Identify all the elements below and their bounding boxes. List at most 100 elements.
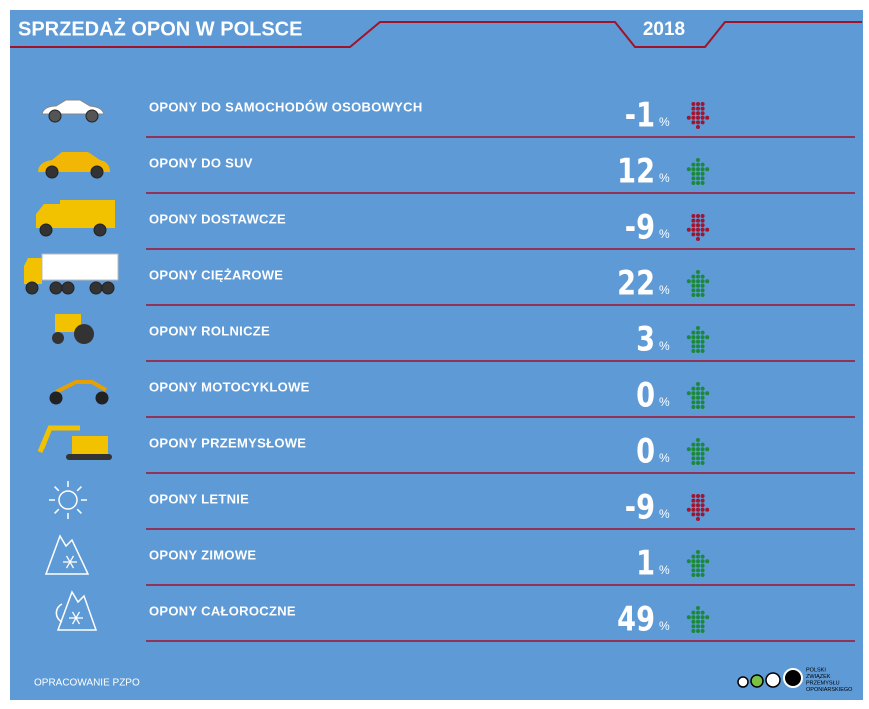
arrow-dot xyxy=(696,102,700,106)
trend-arrow xyxy=(686,102,710,129)
arrow-dot xyxy=(691,498,696,503)
arrow-dot xyxy=(696,400,700,405)
arrow-dot xyxy=(696,559,700,564)
icon xyxy=(55,380,107,394)
arrow-dot xyxy=(700,405,705,409)
arrow-dot xyxy=(696,606,700,610)
arrow-dot xyxy=(696,125,700,129)
arrow-dot xyxy=(700,624,705,629)
arrow-dot xyxy=(696,111,700,116)
arrow-dot xyxy=(691,554,696,559)
arrow-dot xyxy=(700,507,705,512)
arrow-dot xyxy=(700,171,705,176)
arrow-dot xyxy=(691,615,696,620)
arrow-dot xyxy=(696,274,700,279)
row-unit: % xyxy=(659,171,670,185)
arrow-dot xyxy=(691,274,696,279)
arrow-dot xyxy=(696,629,700,633)
arrow-dot xyxy=(700,563,705,568)
arrow-dot xyxy=(691,456,696,461)
arrow-dot xyxy=(691,563,696,568)
icon xyxy=(60,200,115,228)
arrow-dot xyxy=(686,167,691,172)
arrow-dot xyxy=(700,573,705,577)
arrow-dot xyxy=(696,507,700,512)
arrow-dot xyxy=(700,279,705,284)
row-unit: % xyxy=(659,339,670,353)
arrow-dot xyxy=(700,162,705,167)
row-value: 0 xyxy=(636,431,655,471)
arrow-dot xyxy=(700,115,705,120)
icon xyxy=(36,204,60,228)
arrow-dot xyxy=(696,405,700,409)
icon xyxy=(71,611,81,625)
trend-arrow xyxy=(686,158,710,185)
arrow-dot xyxy=(700,391,705,396)
arrow-dot xyxy=(686,615,691,620)
row-value: 3 xyxy=(636,319,655,359)
arrow-dot xyxy=(686,391,691,396)
arrow-dot xyxy=(705,447,710,452)
arrow-dot xyxy=(696,550,700,554)
row-unit: % xyxy=(659,507,670,521)
arrow-dot xyxy=(696,554,700,559)
arrow-dot xyxy=(700,232,705,237)
arrow-dot xyxy=(700,461,705,465)
arrow-dot xyxy=(691,461,696,465)
arrow-dot xyxy=(705,167,710,172)
arrow-dot xyxy=(696,167,700,172)
row: OPONY DO SAMOCHODÓW OSOBOWYCH -1% xyxy=(41,95,855,138)
trend-arrow xyxy=(686,606,710,633)
arrow-dot xyxy=(700,559,705,564)
wheel xyxy=(49,281,63,295)
arrow-dot xyxy=(696,447,700,452)
arrow-dot xyxy=(696,237,700,241)
arrow-dot xyxy=(700,498,705,503)
row: OPONY PRZEMYSŁOWE 0% xyxy=(37,425,855,474)
arrow-dot xyxy=(700,293,705,297)
arrow-dot xyxy=(700,167,705,172)
arrow-dot xyxy=(696,391,700,396)
arrow-dot xyxy=(705,507,710,512)
arrow-dot xyxy=(700,218,705,223)
logo-circle xyxy=(783,668,803,688)
arrow-dot xyxy=(691,559,696,564)
arrow-dot xyxy=(700,554,705,559)
arrow-dot xyxy=(700,349,705,353)
arrow-dot xyxy=(696,279,700,284)
arrow-dot xyxy=(696,619,700,624)
trend-arrow xyxy=(686,550,710,577)
arrow-dot xyxy=(700,494,705,498)
arrow-dot xyxy=(691,293,696,297)
row: OPONY CIĘŻAROWE 22% xyxy=(24,253,855,306)
arrow-dot xyxy=(691,218,696,223)
arrow-dot xyxy=(691,405,696,409)
arrow-dot xyxy=(691,573,696,577)
arrow-dot xyxy=(700,176,705,181)
trend-arrow xyxy=(686,214,710,241)
logo-circle xyxy=(750,674,764,688)
row-label: OPONY DOSTAWCZE xyxy=(149,211,286,226)
wheel xyxy=(85,109,99,123)
arrow-dot xyxy=(696,218,700,223)
arrow-dot xyxy=(691,330,696,335)
icon xyxy=(54,508,60,514)
arrow-dot xyxy=(691,451,696,456)
row-label: OPONY MOTOCYKLOWE xyxy=(149,379,310,394)
arrow-dot xyxy=(691,283,696,288)
row: OPONY DO SUV 12% xyxy=(38,151,855,194)
arrow-dot xyxy=(696,120,700,125)
arrow-dot xyxy=(700,456,705,461)
logo-text: OPONIARSKIEGO xyxy=(806,687,853,693)
icon xyxy=(66,454,112,460)
background xyxy=(10,10,863,700)
arrow-dot xyxy=(691,176,696,181)
arrow-dot xyxy=(700,629,705,633)
row-label: OPONY CAŁOROCZNE xyxy=(149,603,296,618)
arrow-dot xyxy=(696,395,700,400)
arrow-dot xyxy=(696,494,700,498)
icon xyxy=(52,332,64,344)
trend-arrow xyxy=(686,326,710,353)
wheel xyxy=(90,165,104,179)
arrow-dot xyxy=(691,442,696,447)
